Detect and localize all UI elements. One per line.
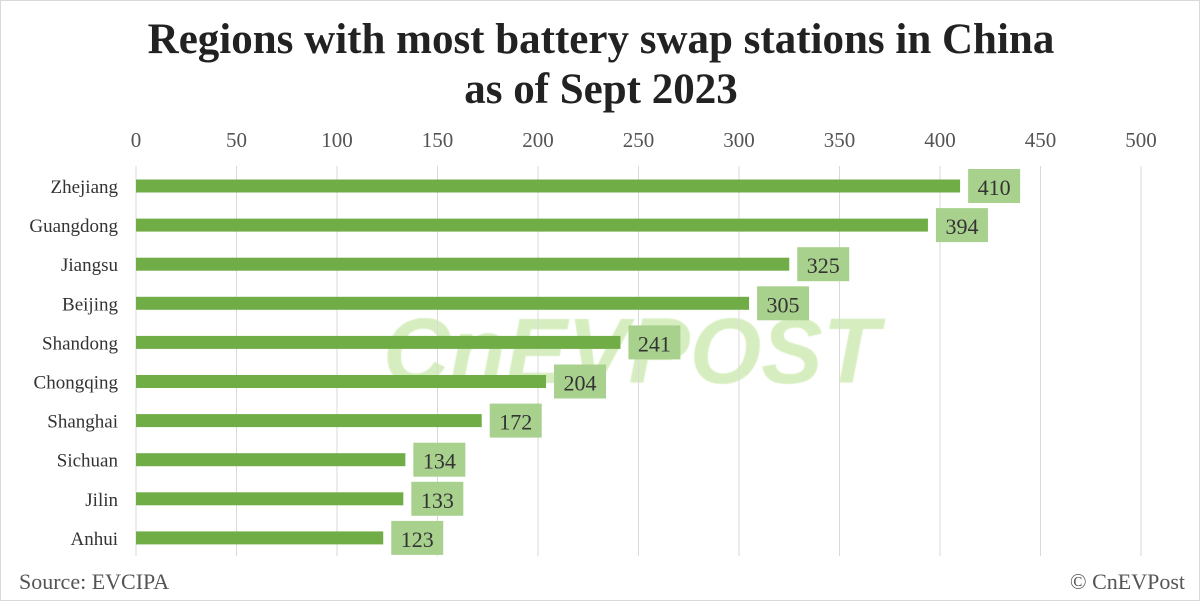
category-label: Anhui [71,529,119,550]
data-label: 305 [767,292,800,317]
source-note: Source: EVCIPA [19,569,170,594]
x-tick-label: 300 [723,128,755,152]
x-tick-label: 350 [824,128,856,152]
data-label-box [968,169,1021,203]
category-label: Guangdong [29,216,118,237]
bar [136,296,750,310]
data-label-box [935,208,988,243]
data-label-box [489,403,542,438]
category-label: Shanghai [47,412,118,433]
data-label-box [411,481,464,516]
x-tick-label: 450 [1025,128,1057,152]
title-line-2: as of Sept 2023 [464,66,738,113]
data-label-box [797,247,850,282]
data-label: 172 [499,410,532,435]
x-tick-label: 150 [422,128,454,152]
category-label: Jiangsu [61,255,119,276]
data-label-box [391,520,444,555]
data-label: 123 [401,527,434,552]
category-label: Zhejiang [50,177,118,198]
x-tick-label: 400 [924,128,956,152]
bar [136,492,404,506]
category-label: Beijing [62,294,118,315]
data-label-box [554,364,607,399]
category-label: Chongqing [34,373,119,394]
x-tick-label: 250 [623,128,655,152]
data-label-box [757,286,810,321]
x-tick-label: 100 [321,128,353,152]
bar [136,375,547,388]
bar [136,414,482,428]
data-label: 410 [978,175,1011,200]
data-label: 204 [564,371,597,396]
bar [136,179,961,193]
x-tick-label: 0 [131,128,142,152]
data-label: 133 [421,488,454,513]
title-line-1: Regions with most battery swap stations … [147,16,1055,63]
chart-title: Regions with most battery swap stations … [1,15,1199,115]
data-label: 394 [945,214,978,239]
x-tick-label: 500 [1125,128,1157,152]
category-label: Shandong [42,333,119,354]
category-label: Jilin [85,490,118,511]
bar [136,335,621,349]
bar [136,218,928,232]
bar [136,257,790,271]
copyright-note: © CnEVPost [1069,569,1185,594]
data-label-box [628,325,681,360]
x-tick-label: 200 [522,128,554,152]
data-label-box [413,442,466,477]
bar [136,453,406,467]
data-label: 325 [807,253,840,278]
data-label: 134 [423,449,456,474]
category-label: Sichuan [57,451,119,472]
x-tick-label: 50 [226,128,247,152]
data-label: 241 [638,331,671,356]
bar [136,531,384,545]
